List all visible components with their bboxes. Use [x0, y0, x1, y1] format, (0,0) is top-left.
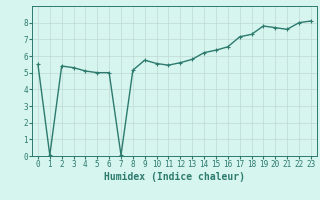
X-axis label: Humidex (Indice chaleur): Humidex (Indice chaleur)	[104, 172, 245, 182]
